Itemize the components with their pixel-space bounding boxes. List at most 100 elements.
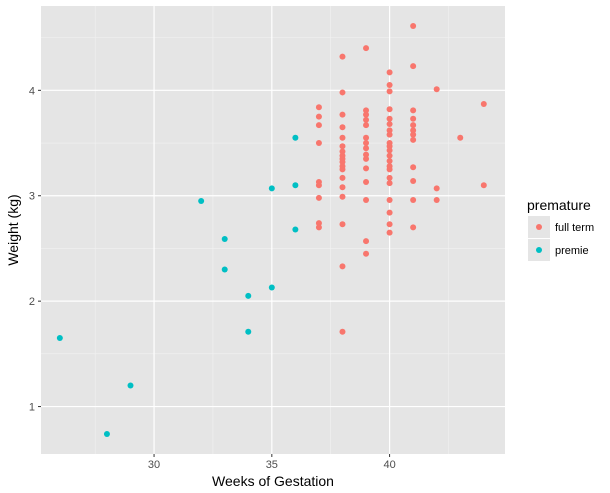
y-tick-label: 4 (29, 85, 35, 97)
x-tick-label: 30 (148, 459, 160, 471)
point-full-term (315, 122, 322, 129)
point-full-term (410, 196, 417, 203)
point-full-term (339, 143, 346, 150)
point-full-term (410, 164, 417, 171)
point-full-term (339, 134, 346, 141)
point-premie (221, 235, 228, 242)
point-full-term (386, 115, 393, 122)
legend-dot-full-term (536, 224, 542, 230)
point-full-term (480, 101, 487, 108)
point-full-term (339, 166, 346, 173)
point-premie (268, 284, 275, 291)
point-full-term (386, 82, 393, 89)
point-full-term (410, 107, 417, 114)
point-full-term (363, 238, 370, 245)
point-full-term (363, 111, 370, 118)
point-full-term (480, 182, 487, 189)
y-axis-ticks: 1 2 3 4 (29, 85, 41, 414)
point-full-term (339, 221, 346, 228)
point-full-term (410, 177, 417, 184)
point-full-term (386, 106, 393, 113)
point-premie (56, 335, 63, 342)
point-full-term (315, 224, 322, 231)
point-full-term (363, 45, 370, 52)
point-full-term (339, 174, 346, 181)
x-tick-label: 35 (266, 459, 278, 471)
point-full-term (315, 104, 322, 111)
point-full-term (363, 250, 370, 257)
point-full-term (410, 23, 417, 30)
point-full-term (386, 229, 393, 236)
point-full-term (386, 166, 393, 173)
point-full-term (363, 155, 370, 162)
point-full-term (386, 69, 393, 76)
point-full-term (410, 115, 417, 122)
legend-dot-premie (536, 247, 542, 253)
y-tick-label: 3 (29, 191, 35, 203)
point-full-term (315, 194, 322, 201)
point-full-term (386, 147, 393, 154)
point-full-term (363, 140, 370, 147)
point-full-term (386, 209, 393, 216)
x-axis-ticks: 30 35 40 (148, 454, 396, 471)
point-full-term (410, 131, 417, 138)
point-full-term (363, 196, 370, 203)
point-full-term (410, 127, 417, 134)
point-full-term (339, 263, 346, 270)
legend-label-premie: premie (555, 245, 589, 257)
point-full-term (363, 165, 370, 172)
point-premie (245, 292, 252, 299)
point-full-term (339, 184, 346, 191)
point-full-term (386, 157, 393, 164)
point-full-term (386, 180, 393, 187)
point-full-term (386, 196, 393, 203)
point-premie (268, 185, 275, 192)
y-tick-label: 2 (29, 296, 35, 308)
point-full-term (339, 328, 346, 335)
point-full-term (339, 148, 346, 155)
point-full-term (339, 193, 346, 200)
point-full-term (386, 127, 393, 134)
point-premie (221, 266, 228, 273)
point-premie (292, 134, 299, 141)
point-full-term (339, 89, 346, 96)
point-full-term (386, 221, 393, 228)
point-full-term (339, 111, 346, 118)
point-full-term (363, 107, 370, 114)
point-full-term (363, 151, 370, 158)
point-premie (292, 226, 299, 233)
y-axis-title: Weight (kg) (5, 194, 21, 265)
point-full-term (386, 174, 393, 181)
y-tick-label: 1 (29, 402, 35, 414)
point-full-term (339, 53, 346, 60)
plot-panel (41, 6, 505, 454)
point-full-term (363, 179, 370, 186)
minor-gridlines (41, 6, 505, 454)
point-premie (103, 430, 110, 437)
point-full-term (386, 121, 393, 128)
point-full-term (386, 131, 393, 138)
legend-label-full-term: full term (555, 222, 594, 234)
point-full-term (410, 63, 417, 70)
data-points (56, 23, 487, 437)
legend-title: premature (527, 197, 591, 213)
point-full-term (315, 140, 322, 147)
point-full-term (339, 159, 346, 166)
point-full-term (363, 122, 370, 129)
point-full-term (315, 113, 322, 120)
legend: premature full term premie (527, 197, 594, 261)
point-full-term (315, 182, 322, 189)
point-premie (245, 328, 252, 335)
point-full-term (363, 145, 370, 152)
point-full-term (363, 134, 370, 141)
point-premie (198, 198, 205, 205)
point-full-term (363, 116, 370, 123)
point-full-term (410, 122, 417, 129)
major-gridlines (41, 6, 505, 454)
point-full-term (315, 220, 322, 227)
point-full-term (339, 124, 346, 131)
x-axis-title: Weeks of Gestation (212, 473, 334, 489)
point-full-term (410, 224, 417, 231)
point-full-term (386, 88, 393, 95)
